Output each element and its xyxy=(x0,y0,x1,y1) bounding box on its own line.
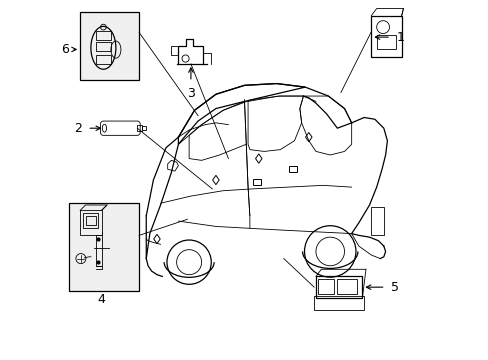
Text: 1: 1 xyxy=(395,31,404,44)
Bar xyxy=(136,125,142,131)
Bar xyxy=(376,35,395,49)
Bar xyxy=(315,276,362,298)
Text: 5: 5 xyxy=(390,281,398,294)
Text: 6: 6 xyxy=(61,43,69,56)
Bar xyxy=(337,279,356,294)
Bar xyxy=(80,12,139,80)
Bar xyxy=(370,207,383,235)
Bar xyxy=(80,210,102,235)
Bar xyxy=(96,31,110,40)
Bar xyxy=(253,179,261,185)
Bar xyxy=(313,296,364,310)
Bar xyxy=(288,166,296,172)
Bar xyxy=(317,279,333,294)
Bar xyxy=(96,55,110,64)
Bar xyxy=(142,126,145,130)
Bar xyxy=(83,213,98,228)
Bar xyxy=(69,203,139,291)
Text: 2: 2 xyxy=(74,122,82,135)
Text: 3: 3 xyxy=(186,87,194,100)
Text: 4: 4 xyxy=(98,293,105,306)
Bar xyxy=(85,216,95,225)
Bar xyxy=(370,16,401,57)
Bar xyxy=(96,42,110,51)
